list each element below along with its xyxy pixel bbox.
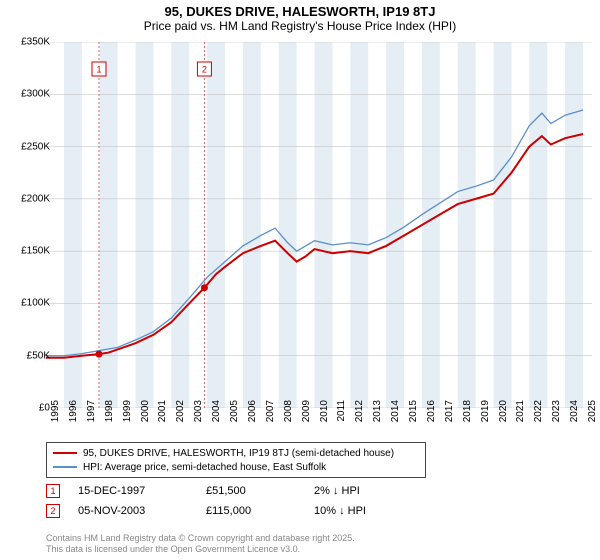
svg-text:2: 2 bbox=[202, 64, 207, 74]
x-axis-label: 2004 bbox=[211, 400, 222, 440]
sale-delta: 10% ↓ HPI bbox=[314, 505, 366, 517]
x-axis-label: 1996 bbox=[68, 400, 79, 440]
x-axis-label: 2014 bbox=[390, 400, 401, 440]
chart-title: 95, DUKES DRIVE, HALESWORTH, IP19 8TJ bbox=[0, 0, 600, 19]
x-axis-label: 2009 bbox=[301, 400, 312, 440]
x-axis-label: 2020 bbox=[498, 400, 509, 440]
footer-line-2: This data is licensed under the Open Gov… bbox=[46, 544, 355, 556]
chart-area: 12 bbox=[46, 42, 592, 408]
x-axis-label: 2018 bbox=[462, 400, 473, 440]
sale-date: 05-NOV-2003 bbox=[78, 505, 188, 517]
x-axis-label: 2025 bbox=[587, 400, 598, 440]
x-axis-label: 2008 bbox=[283, 400, 294, 440]
x-axis-label: 2022 bbox=[533, 400, 544, 440]
sale-delta: 2% ↓ HPI bbox=[314, 485, 360, 497]
x-axis-label: 2024 bbox=[569, 400, 580, 440]
x-axis-label: 2019 bbox=[480, 400, 491, 440]
x-axis-label: 2012 bbox=[354, 400, 365, 440]
y-axis-label: £350K bbox=[21, 37, 50, 48]
sale-date: 15-DEC-1997 bbox=[78, 485, 188, 497]
x-axis-label: 2001 bbox=[157, 400, 168, 440]
x-axis-label: 2002 bbox=[175, 400, 186, 440]
legend-item: 95, DUKES DRIVE, HALESWORTH, IP19 8TJ (s… bbox=[53, 446, 419, 460]
sale-marker-icon: 1 bbox=[46, 484, 60, 498]
y-axis-label: £150K bbox=[21, 246, 50, 257]
sale-row: 1 15-DEC-1997 £51,500 2% ↓ HPI bbox=[46, 484, 586, 498]
y-axis-label: £250K bbox=[21, 141, 50, 152]
y-axis-label: £300K bbox=[21, 89, 50, 100]
x-axis-label: 2006 bbox=[247, 400, 258, 440]
x-axis-label: 1999 bbox=[122, 400, 133, 440]
x-axis-label: 2015 bbox=[408, 400, 419, 440]
footer: Contains HM Land Registry data © Crown c… bbox=[46, 533, 355, 556]
y-axis-label: £200K bbox=[21, 193, 50, 204]
x-axis-label: 2000 bbox=[140, 400, 151, 440]
x-axis-label: 2016 bbox=[426, 400, 437, 440]
sale-price: £115,000 bbox=[206, 505, 296, 517]
x-axis-label: 2005 bbox=[229, 400, 240, 440]
x-axis-label: 1997 bbox=[86, 400, 97, 440]
legend-item: HPI: Average price, semi-detached house,… bbox=[53, 460, 419, 474]
y-axis-label: £50K bbox=[27, 350, 50, 361]
y-axis-label: £0 bbox=[39, 403, 50, 414]
x-axis-label: 2011 bbox=[336, 400, 347, 440]
sale-marker-icon: 2 bbox=[46, 504, 60, 518]
legend: 95, DUKES DRIVE, HALESWORTH, IP19 8TJ (s… bbox=[46, 442, 426, 478]
chart-svg: 12 bbox=[46, 42, 592, 408]
x-axis-label: 2003 bbox=[193, 400, 204, 440]
x-axis-label: 2010 bbox=[319, 400, 330, 440]
sale-price: £51,500 bbox=[206, 485, 296, 497]
x-axis-label: 1998 bbox=[104, 400, 115, 440]
sale-row: 2 05-NOV-2003 £115,000 10% ↓ HPI bbox=[46, 504, 586, 518]
x-axis-label: 2017 bbox=[444, 400, 455, 440]
footer-line-1: Contains HM Land Registry data © Crown c… bbox=[46, 533, 355, 545]
x-axis-label: 2007 bbox=[265, 400, 276, 440]
svg-text:1: 1 bbox=[96, 64, 101, 74]
x-axis-label: 2023 bbox=[551, 400, 562, 440]
x-axis-label: 2021 bbox=[515, 400, 526, 440]
y-axis-label: £100K bbox=[21, 298, 50, 309]
chart-subtitle: Price paid vs. HM Land Registry's House … bbox=[0, 19, 600, 37]
x-axis-label: 2013 bbox=[372, 400, 383, 440]
x-axis-label: 1995 bbox=[50, 400, 61, 440]
